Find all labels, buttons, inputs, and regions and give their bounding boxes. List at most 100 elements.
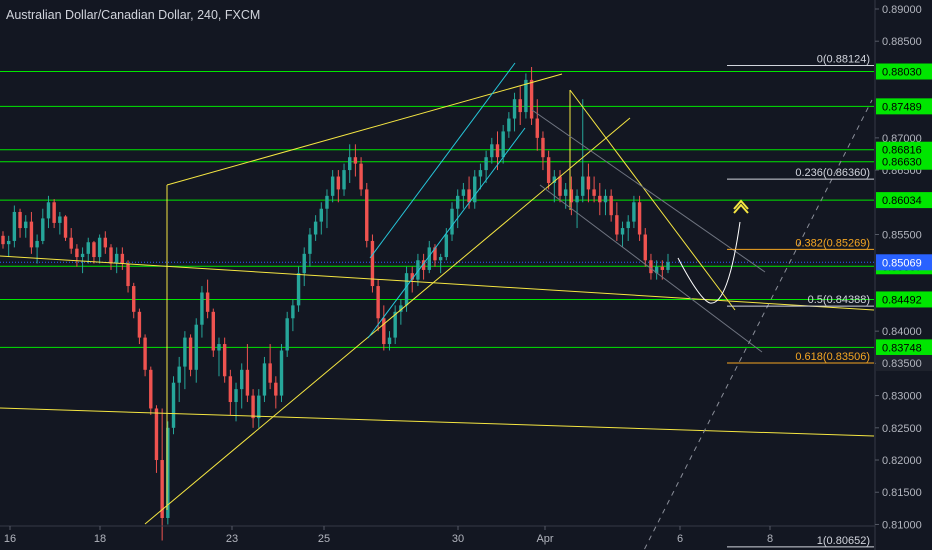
y-tick-label: 0.88500 [882, 36, 922, 48]
candle-body [501, 131, 505, 158]
level-price-badge-bg [876, 291, 932, 308]
candle-body [643, 234, 647, 261]
x-tick-label: 6 [677, 533, 683, 545]
level-price-badge: 0.83748 [882, 342, 922, 354]
candle-body [257, 395, 261, 419]
trendline [569, 89, 736, 311]
candle-body [188, 337, 193, 370]
candle-body [399, 305, 403, 312]
candle-body [211, 311, 216, 351]
candle-body [325, 195, 329, 209]
candle-body [132, 286, 136, 312]
candle-body [149, 369, 153, 409]
channel-line [539, 184, 763, 353]
candle-body [615, 215, 619, 235]
current-price-badge-bg [876, 254, 932, 271]
candle-body [421, 260, 426, 270]
x-tick-label: Apr [536, 533, 553, 545]
candle-body [268, 363, 272, 383]
candle-body [490, 144, 494, 158]
level-price-badge-bg [876, 192, 932, 209]
level-price-badge: 0.88030 [882, 66, 922, 78]
candle-body [370, 240, 375, 287]
candle-body [546, 157, 551, 183]
candle-body [637, 202, 642, 235]
candle-body [598, 195, 602, 203]
candle-body [183, 337, 187, 367]
levels-layer [0, 70, 874, 348]
candle-body [52, 202, 56, 223]
current-price-badge: 0.85069 [882, 257, 922, 269]
y-tick-label: 0.81500 [882, 487, 922, 499]
candle-body [467, 189, 471, 203]
candle-body [393, 311, 397, 338]
candle-body [217, 344, 221, 351]
candle-body [302, 253, 306, 274]
candle-body [228, 376, 233, 403]
candle-body [626, 221, 630, 229]
candle-body [1, 235, 5, 245]
fib-level-label: 1(0.80652) [817, 535, 870, 547]
candle-body [177, 366, 181, 383]
x-tick-label: 30 [452, 533, 464, 545]
candle-body [120, 253, 125, 264]
x-tick-label: 8 [767, 533, 773, 545]
fib-level-label: 0.618(0.83506) [795, 351, 870, 363]
candle-body [194, 324, 198, 370]
trendline [144, 117, 631, 525]
candle-body [438, 257, 443, 261]
candle-body [205, 292, 210, 312]
candle-body [103, 237, 108, 248]
candle-body [461, 189, 466, 196]
candle-body [404, 273, 409, 306]
candle-body [586, 176, 591, 190]
candle-body [291, 305, 295, 319]
candle-body [137, 311, 142, 338]
candle-body [348, 157, 352, 171]
level-price-badge-bg [876, 339, 932, 356]
candle-body [649, 260, 653, 274]
candle-body [86, 242, 90, 254]
x-tick-label: 23 [226, 533, 238, 545]
candle-body [529, 79, 534, 119]
x-tick-label: 16 [4, 533, 16, 545]
candle-body [450, 208, 454, 235]
fib-layer: 0(0.88124) 0.236(0.86360) 0.382(0.85269) 0.… [727, 53, 874, 548]
candle-body [58, 216, 62, 223]
candle-body [512, 99, 517, 119]
candle-body [46, 202, 51, 219]
candle-body [416, 260, 420, 280]
candle-body [455, 195, 460, 209]
candle-body [80, 253, 85, 258]
candle-body [666, 262, 670, 270]
candle-body [410, 273, 414, 280]
candle-body [308, 234, 312, 254]
candle-body [285, 318, 289, 351]
candle-body [620, 228, 625, 235]
candle-body [592, 189, 596, 196]
candle-body [274, 382, 278, 396]
candle-body [63, 216, 68, 238]
candle-body [171, 382, 176, 428]
candle-body [541, 137, 545, 158]
candle-body [126, 263, 130, 287]
level-price-badge-bg [876, 63, 932, 80]
candle-body [296, 273, 301, 306]
y-tick-label: 0.82000 [882, 455, 922, 467]
level-price-badge: 0.87489 [882, 101, 922, 113]
candle-body [433, 247, 437, 261]
candle-body [18, 211, 22, 229]
candle-body [569, 189, 574, 203]
y-tick-label: 0.84000 [882, 326, 922, 338]
fib-level-label: 0.5(0.84388) [808, 294, 870, 306]
channel-line [369, 62, 516, 259]
projected-path [677, 221, 741, 304]
candle-body [552, 176, 557, 183]
candle-body [558, 176, 562, 196]
candle-body [473, 176, 477, 203]
candle-body [632, 202, 636, 222]
y-tick-label: 0.83000 [882, 391, 922, 403]
x-tick-label: 25 [318, 533, 330, 545]
